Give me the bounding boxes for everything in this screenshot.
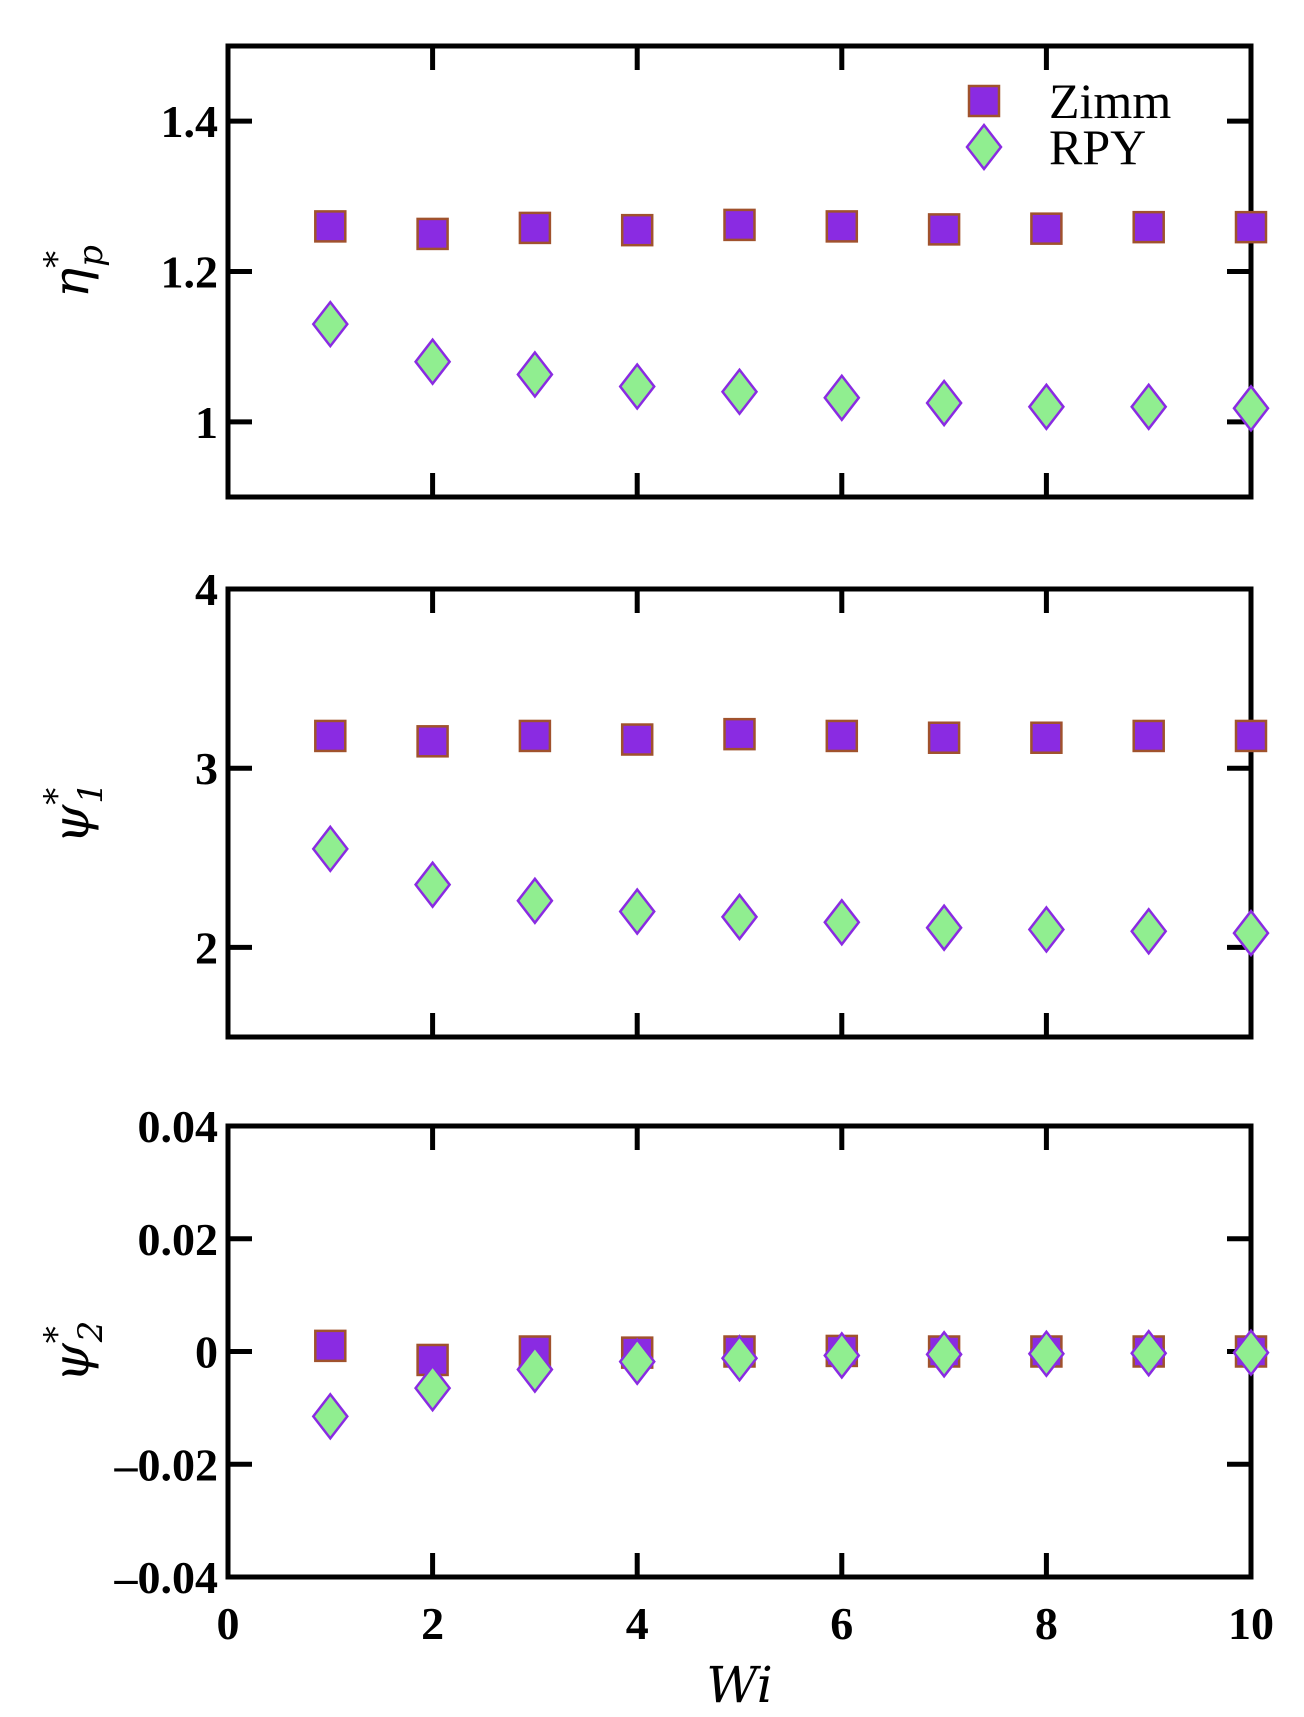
data-point-rpy	[516, 350, 554, 399]
data-point-rpy	[823, 1331, 861, 1380]
data-point-rpy	[618, 1337, 656, 1386]
data-point-rpy	[311, 300, 349, 349]
data-point-rpy	[618, 362, 656, 411]
y-tick-label: 1.4	[161, 96, 219, 147]
y-tick-label: 1.2	[161, 247, 219, 298]
plot-panel-1: 1 1.2 1.4 η*p	[37, 43, 1270, 500]
data-point-zimm	[518, 719, 552, 753]
data-point-rpy	[311, 824, 349, 873]
data-point-zimm	[416, 725, 449, 758]
y-tick-label: 3	[195, 743, 218, 794]
data-point-rpy	[720, 1334, 759, 1383]
x-tick-label: 2	[421, 1598, 444, 1649]
legend-marker-zimm	[967, 84, 1001, 118]
data-point-rpy	[720, 367, 759, 416]
data-point-rpy	[925, 1330, 963, 1379]
data-point-rpy	[1027, 905, 1065, 954]
data-point-zimm	[314, 719, 347, 753]
data-point-zimm	[620, 213, 654, 247]
data-point-zimm	[518, 211, 552, 245]
plot-panel-3: 0 2 4 6 8 10 –0.04 –0.02 0 0.02 0.04 ψ*2 Wi	[37, 1101, 1274, 1714]
legend-marker-rpy	[965, 122, 1003, 172]
data-point-rpy	[1130, 907, 1168, 956]
data-point-rpy	[618, 887, 656, 936]
data-point-zimm	[723, 208, 756, 242]
x-tick-label: 10	[1228, 1598, 1274, 1649]
y-tick-label: 0	[195, 1327, 218, 1378]
data-point-zimm	[1132, 210, 1165, 244]
data-point-zimm	[1234, 719, 1268, 753]
data-point-zimm	[416, 217, 449, 251]
data-point-zimm	[620, 723, 654, 756]
data-point-rpy	[414, 860, 452, 909]
data-point-zimm	[927, 213, 961, 246]
data-point-rpy	[720, 892, 759, 941]
x-tick-label: 4	[626, 1598, 649, 1649]
data-point-zimm	[927, 721, 961, 754]
series-rpy	[311, 300, 1270, 433]
data-point-rpy	[414, 337, 452, 386]
data-point-rpy	[1130, 382, 1168, 431]
data-point-rpy	[823, 898, 861, 947]
plot-panel-2: 2 3 4 ψ*1	[37, 564, 1270, 1040]
y-tick-label: 1	[195, 397, 218, 448]
data-point-rpy	[1232, 1328, 1270, 1377]
data-point-rpy	[925, 903, 963, 952]
data-point-rpy	[1232, 384, 1270, 433]
series-zimm	[314, 1329, 1268, 1377]
legend-label: RPY	[1049, 119, 1146, 175]
series-zimm	[314, 717, 1268, 758]
data-point-rpy	[1130, 1329, 1168, 1378]
y-tick-label: 4	[195, 564, 218, 615]
x-tick-label: 0	[217, 1598, 240, 1649]
data-point-rpy	[1027, 382, 1065, 431]
data-point-rpy	[516, 1345, 554, 1394]
data-point-zimm	[1234, 210, 1268, 244]
legend-item-rpy: RPY	[965, 119, 1146, 175]
data-point-rpy	[1027, 1329, 1065, 1378]
y-tick-label: 0.02	[138, 1214, 219, 1265]
data-point-zimm	[1030, 721, 1063, 754]
y-tick-label: 2	[195, 922, 218, 973]
y-tick-label: –0.04	[114, 1552, 219, 1603]
x-tick-label: 8	[1035, 1598, 1058, 1649]
data-point-zimm	[314, 1329, 347, 1363]
y-axis-label: ψ*2	[37, 1321, 111, 1383]
data-point-rpy	[414, 1364, 452, 1413]
data-point-zimm	[825, 210, 859, 243]
legend-label: Zimm	[1049, 73, 1171, 129]
x-tick-label: 6	[830, 1598, 853, 1649]
data-point-zimm	[1030, 212, 1063, 245]
data-point-rpy	[925, 378, 963, 428]
data-point-zimm	[1132, 719, 1165, 753]
legend-item-zimm: Zimm	[967, 73, 1171, 129]
series-rpy	[311, 1328, 1270, 1441]
y-tick-label: –0.02	[114, 1439, 219, 1490]
data-point-zimm	[314, 210, 347, 243]
data-point-rpy	[1232, 909, 1270, 958]
data-point-rpy	[516, 876, 554, 925]
data-point-zimm	[825, 719, 859, 753]
series-zimm	[314, 208, 1268, 251]
data-point-rpy	[311, 1392, 349, 1441]
y-axis-label: ψ*1	[37, 782, 111, 844]
x-axis-label: Wi	[706, 1656, 773, 1714]
plot-frame	[225, 586, 1254, 1040]
series-rpy	[311, 824, 1270, 958]
data-point-zimm	[723, 717, 756, 751]
y-tick-label: 0.04	[138, 1101, 219, 1152]
y-axis-label: η*p	[37, 245, 111, 298]
data-point-rpy	[823, 373, 861, 422]
